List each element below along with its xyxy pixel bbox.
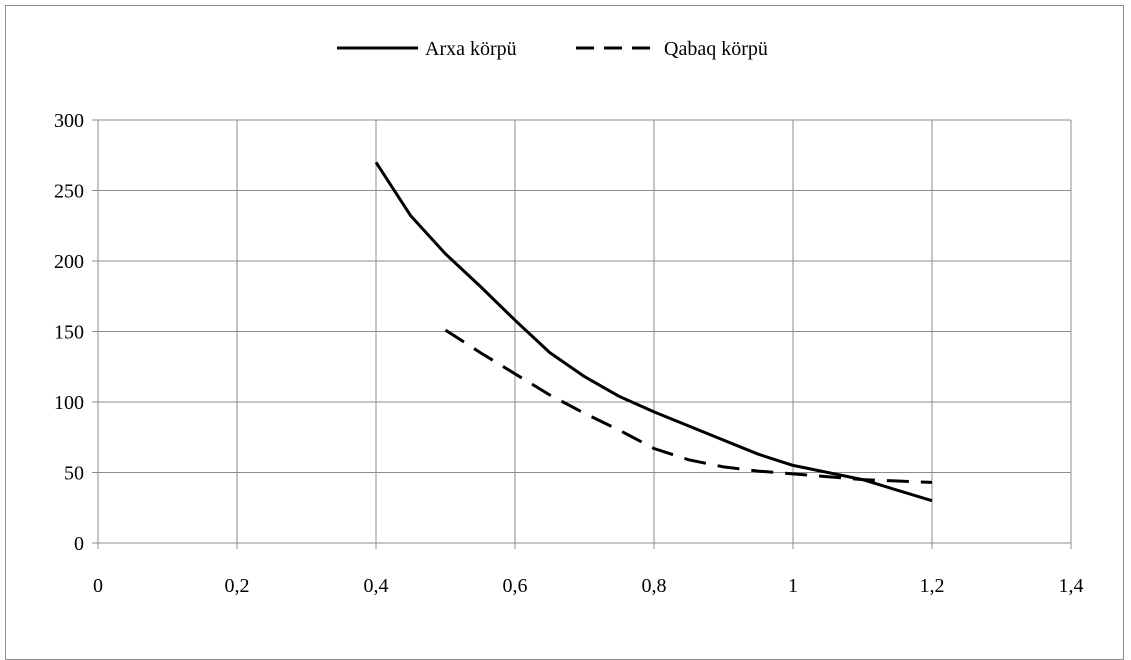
legend: Arxa körpü Qabaq körpü <box>337 38 768 60</box>
x-tick-label: 0,4 <box>364 575 389 597</box>
x-tick-label: 0 <box>93 575 103 597</box>
y-tick-label: 0 <box>74 533 84 555</box>
x-tick-label: 1,4 <box>1059 575 1084 597</box>
legend-label-arxa-korpu: Arxa körpü <box>425 38 517 60</box>
series-line-qabaq-korpu <box>446 330 933 482</box>
y-tick-label: 100 <box>54 392 84 414</box>
y-axis-ticks: 0 50 100 150 200 250 300 <box>54 110 98 555</box>
x-tick-label: 0,8 <box>642 575 667 597</box>
y-tick-label: 300 <box>54 110 84 132</box>
y-tick-label: 250 <box>54 181 84 203</box>
y-tick-label: 200 <box>54 251 84 273</box>
x-tick-label: 0,2 <box>225 575 250 597</box>
x-tick-label: 1,2 <box>920 575 945 597</box>
y-tick-label: 150 <box>54 322 84 344</box>
y-tick-label: 50 <box>64 463 84 485</box>
grid-lines <box>98 120 1071 543</box>
x-tick-label: 0,6 <box>503 575 528 597</box>
x-axis-ticks: 0 0,2 0,4 0,6 0,8 1 1,2 1,4 <box>93 543 1084 597</box>
x-tick-label: 1 <box>788 575 798 597</box>
legend-label-qabaq-korpu: Qabaq körpü <box>664 38 768 60</box>
